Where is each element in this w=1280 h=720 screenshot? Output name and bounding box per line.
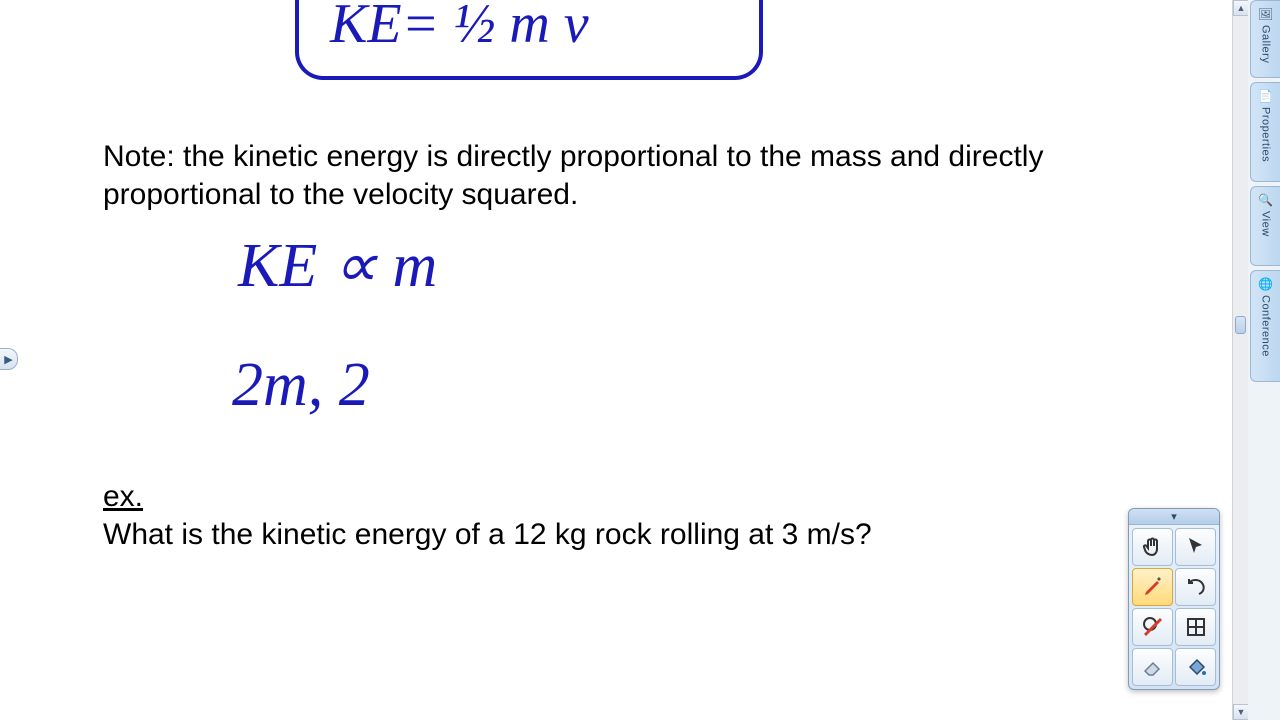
formula-text: KE= ½ m v [330, 0, 589, 56]
sidetab-label: Gallery [1260, 25, 1272, 63]
tool-fill-bucket[interactable] [1175, 648, 1216, 686]
view-icon [1257, 191, 1275, 209]
scroll-down-button[interactable]: ▼ [1233, 704, 1249, 720]
scroll-thumb[interactable] [1235, 316, 1246, 334]
side-tab-bar: Gallery Properties View Conference [1248, 0, 1280, 720]
sidetab-view[interactable]: View [1250, 186, 1280, 266]
tool-grid [1129, 525, 1219, 689]
cursor-icon [1184, 535, 1208, 559]
grid-icon [1184, 615, 1208, 639]
tool-undo[interactable] [1175, 568, 1216, 606]
tool-arrow-cursor[interactable] [1175, 528, 1216, 566]
shape-icon [1141, 615, 1165, 639]
floating-toolbox[interactable]: ▾ [1128, 508, 1220, 690]
handwriting-line-1: KE ∝ m [238, 228, 437, 302]
tool-pen[interactable] [1132, 568, 1173, 606]
sidetab-label: Properties [1260, 107, 1272, 162]
scroll-track[interactable] [1233, 16, 1248, 704]
whiteboard-canvas[interactable]: KE= ½ m v Note: the kinetic energy is di… [0, 0, 1232, 720]
expand-panel-handle[interactable]: ▶ [0, 348, 18, 370]
bucket-icon [1184, 655, 1208, 679]
chevron-right-icon: ▶ [4, 353, 12, 366]
example-question: What is the kinetic energy of a 12 kg ro… [103, 518, 1083, 552]
pen-icon [1141, 575, 1165, 599]
scroll-up-button[interactable]: ▲ [1233, 0, 1249, 16]
chevron-down-icon: ▾ [1171, 510, 1177, 523]
example-label: ex. [103, 480, 143, 514]
conference-icon [1257, 275, 1275, 293]
tool-grid-table[interactable] [1175, 608, 1216, 646]
gallery-icon [1257, 5, 1275, 23]
toolbox-grip[interactable]: ▾ [1129, 509, 1219, 525]
undo-icon [1184, 575, 1208, 599]
sidetab-label: Conference [1260, 295, 1272, 357]
tool-eraser[interactable] [1132, 648, 1173, 686]
properties-icon [1257, 87, 1275, 105]
tool-pointer-hand[interactable] [1132, 528, 1173, 566]
handwriting-line-2: 2m, 2 [232, 350, 370, 421]
sidetab-label: View [1260, 211, 1272, 237]
sidetab-properties[interactable]: Properties [1250, 82, 1280, 182]
sidetab-gallery[interactable]: Gallery [1250, 0, 1280, 78]
vertical-scrollbar[interactable]: ▲ ▼ [1232, 0, 1248, 720]
hand-icon [1141, 535, 1165, 559]
note-paragraph: Note: the kinetic energy is directly pro… [103, 138, 1063, 213]
sidetab-conference[interactable]: Conference [1250, 270, 1280, 382]
eraser-icon [1141, 655, 1165, 679]
tool-shape-line[interactable] [1132, 608, 1173, 646]
